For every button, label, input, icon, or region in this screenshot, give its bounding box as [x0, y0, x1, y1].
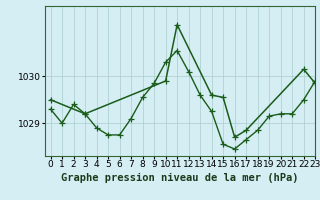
X-axis label: Graphe pression niveau de la mer (hPa): Graphe pression niveau de la mer (hPa) — [61, 173, 299, 183]
